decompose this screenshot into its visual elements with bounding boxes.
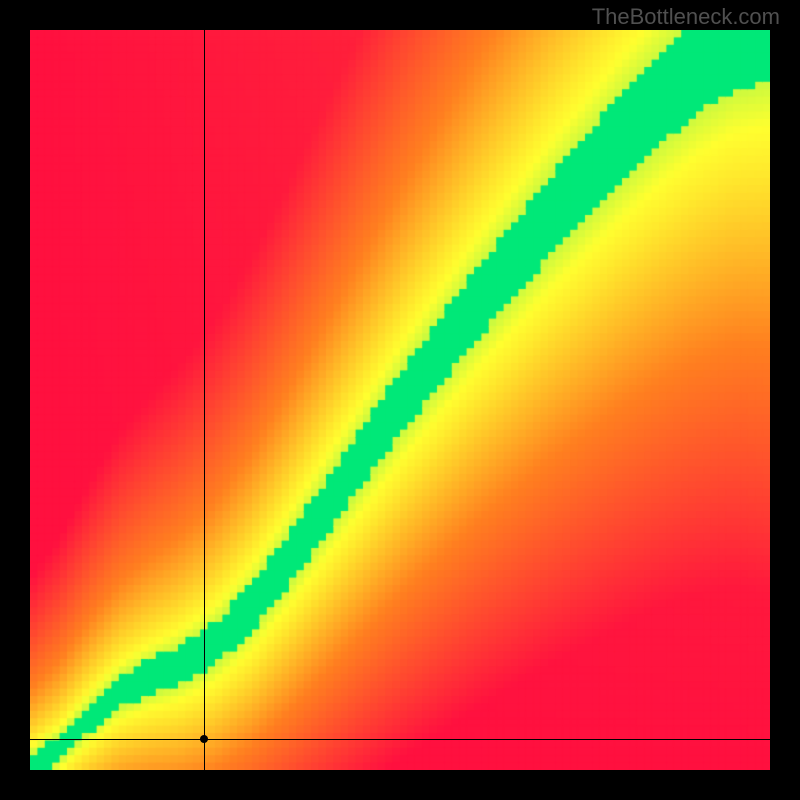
crosshair-dot <box>200 735 208 743</box>
heatmap-canvas <box>30 30 770 770</box>
crosshair-vertical <box>204 30 205 770</box>
heatmap-plot <box>30 30 770 770</box>
watermark-text: TheBottleneck.com <box>592 4 780 30</box>
crosshair-horizontal <box>30 739 770 740</box>
